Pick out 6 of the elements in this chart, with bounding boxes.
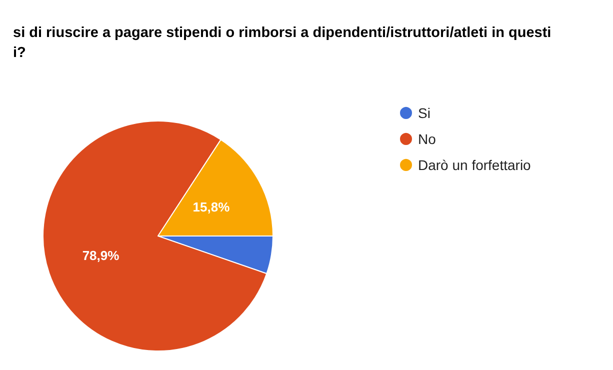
legend-label: No — [418, 131, 436, 147]
legend-label: Darò un forfettario — [418, 157, 532, 173]
data-label: 15,8% — [192, 200, 230, 215]
legend-label: Si — [418, 105, 430, 121]
data-label: 78,9% — [82, 248, 120, 264]
chart-title: si di riuscire a pagare stipendi o rimborsi a dipendenti/istruttori/atleti in questi i? — [13, 25, 552, 61]
